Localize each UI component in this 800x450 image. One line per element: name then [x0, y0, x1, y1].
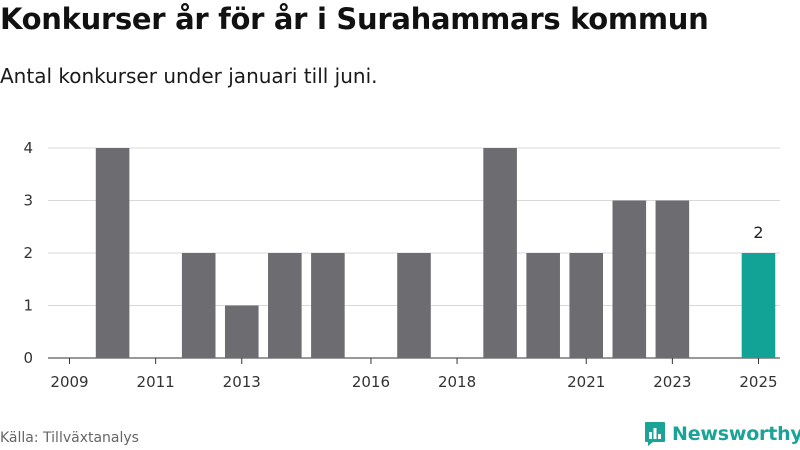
- brand-name: Newsworthy: [672, 423, 800, 445]
- y-axis-ticks: 0 1 2 3 4: [23, 139, 33, 367]
- x-tick-label: 2023: [653, 373, 691, 391]
- y-tick-label: 3: [23, 192, 33, 210]
- y-tick-label: 0: [23, 349, 33, 367]
- x-tick-label: 2011: [137, 373, 175, 391]
- bar-2017: [397, 253, 431, 358]
- bar-2013: [224, 305, 259, 358]
- brand-logo[interactable]: Newsworthy: [644, 420, 800, 448]
- x-tick-label: 2013: [223, 373, 261, 391]
- y-tick-label: 2: [23, 244, 33, 262]
- bar-2020: [526, 253, 560, 358]
- x-tick-label: 2018: [438, 373, 476, 391]
- bar-2010: [95, 148, 130, 358]
- x-axis-ticks: 2009 2011 2013 2016 2018 2021 2023 2025: [50, 358, 778, 391]
- bar-2022: [612, 200, 647, 358]
- bar-2023: [655, 200, 690, 358]
- newsworthy-logo-icon: [645, 422, 665, 446]
- data-labels: 2: [753, 223, 763, 242]
- chart-subtitle: Antal konkurser under januari till juni.: [0, 64, 378, 88]
- chart-title: Konkurser år för år i Surahammars kommun: [0, 2, 709, 36]
- bar-2025: [741, 253, 776, 358]
- source-note: Källa: Tillväxtanalys: [0, 430, 139, 446]
- bar-2021: [569, 253, 604, 358]
- x-tick-label: 2025: [739, 373, 777, 391]
- bar-2012: [181, 253, 216, 358]
- y-tick-label: 1: [23, 297, 33, 315]
- x-tick-label: 2016: [352, 373, 390, 391]
- bars: [95, 148, 776, 358]
- x-tick-label: 2021: [567, 373, 605, 391]
- x-tick-label: 2009: [50, 373, 88, 391]
- bar-2014: [268, 253, 302, 358]
- bar-2015: [311, 253, 345, 358]
- data-label: 2: [753, 223, 763, 242]
- bar-2019: [483, 148, 517, 358]
- y-tick-label: 4: [23, 139, 33, 157]
